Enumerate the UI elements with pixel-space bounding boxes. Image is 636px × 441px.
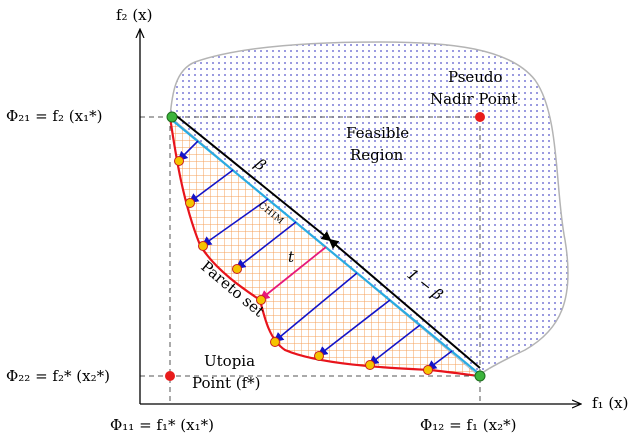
pareto-point	[423, 365, 433, 375]
t-label: t	[288, 248, 295, 266]
beta-arrow	[173, 113, 332, 242]
nadir-point	[475, 112, 485, 122]
feasible-region-label-1: Feasible	[346, 124, 409, 142]
pareto-point	[270, 337, 280, 347]
chim-line	[171, 119, 479, 374]
feasible-region-label-2: Region	[350, 146, 404, 164]
utopia-point	[165, 371, 175, 381]
normal-arrow	[273, 272, 358, 343]
normal-arrow	[177, 140, 199, 162]
feasible-region	[169, 41, 569, 377]
anchor-point-top	[166, 111, 178, 123]
one-minus-beta-arrow	[328, 238, 481, 369]
phi12-label: Φ₁₂ = f₁ (x₂*)	[420, 416, 516, 434]
normal-arrow	[426, 350, 453, 371]
normal-arrow	[368, 324, 421, 366]
pareto-point	[314, 351, 324, 361]
t-arrow	[259, 246, 327, 301]
pareto-point	[174, 156, 184, 166]
nadir-label-2: Nadir Point	[430, 90, 517, 108]
pareto-point	[256, 295, 266, 305]
normal-arrow	[235, 221, 297, 270]
normal-arrow	[317, 299, 391, 357]
nadir-label-1: Pseudo	[448, 68, 503, 86]
utopia-label-1: Utopia	[204, 352, 255, 370]
pareto-point	[232, 264, 242, 274]
pareto-point	[198, 241, 208, 251]
x-axis-label: f₁ (x)	[592, 394, 629, 412]
phi21-label: Φ₂₁ = f₂ (x₁*)	[6, 107, 102, 125]
phi22-label: Φ₂₂ = f₂* (x₂*)	[6, 367, 110, 385]
normal-arrow	[201, 198, 269, 247]
pareto-point	[185, 198, 195, 208]
anchor-point-bottom	[474, 370, 486, 382]
phi11-label: Φ₁₁ = f₁* (x₁*)	[110, 416, 214, 434]
pareto-point	[365, 360, 375, 370]
y-axis-label: f₂ (x)	[116, 6, 153, 24]
normal-arrow	[188, 169, 234, 204]
utopia-label-2: Point (f*)	[192, 374, 261, 392]
